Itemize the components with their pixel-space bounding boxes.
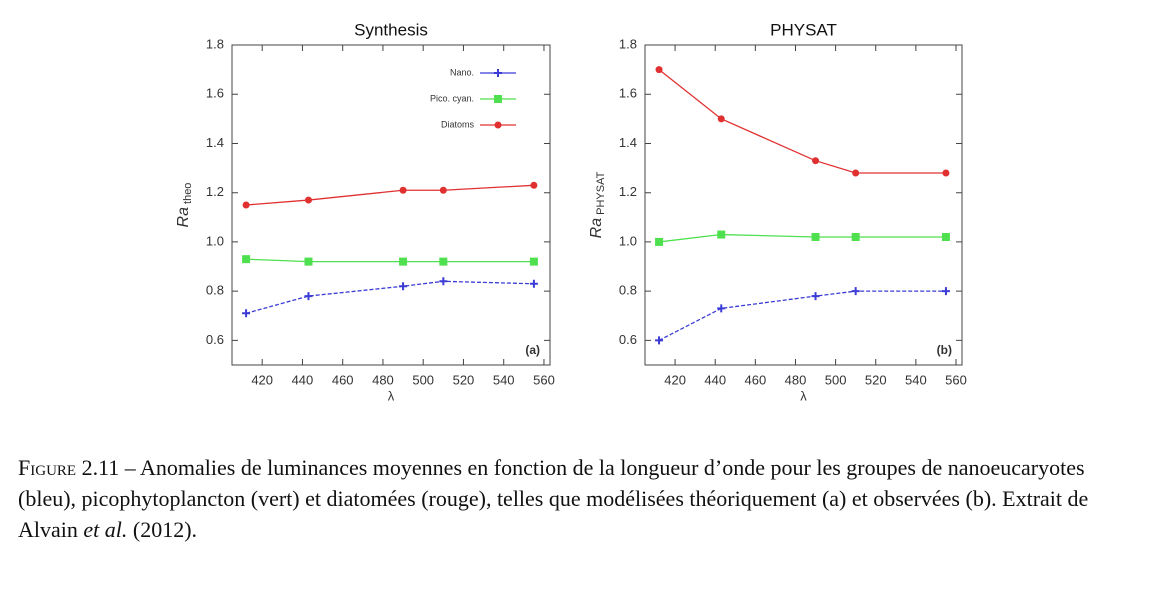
- caption-italic: et al.: [83, 517, 128, 542]
- marker: [439, 257, 448, 266]
- x-tick-label: 500: [825, 372, 847, 387]
- marker: [439, 186, 447, 194]
- marker: [304, 196, 312, 204]
- x-tick-label: 560: [533, 372, 555, 387]
- y-tick-label: 1.4: [619, 135, 637, 150]
- chart-title: Synthesis: [354, 20, 428, 39]
- y-tick-label: 0.6: [619, 332, 637, 347]
- marker: [242, 309, 251, 318]
- marker: [942, 169, 950, 177]
- y-tick-label: 0.8: [619, 283, 637, 298]
- marker: [851, 233, 860, 241]
- marker: [494, 95, 502, 103]
- y-axis-label: Ra theo: [175, 183, 194, 228]
- marker: [655, 336, 664, 345]
- marker: [941, 233, 950, 241]
- y-tick-label: 1.2: [206, 184, 224, 199]
- marker: [812, 157, 820, 165]
- caption: Figure 2.11 – Anomalies de luminances mo…: [18, 452, 1138, 545]
- x-tick-label: 540: [905, 372, 927, 387]
- y-axis-label-sub: PHYSAT: [595, 171, 607, 214]
- legend-label: Diatoms: [441, 119, 475, 129]
- x-tick-label: 440: [292, 372, 314, 387]
- plot-frame: [231, 44, 551, 366]
- panel-label: (a): [525, 343, 540, 357]
- series-line: [246, 258, 534, 263]
- marker: [851, 287, 860, 296]
- x-tick-label: 460: [332, 372, 354, 387]
- x-tick-label: 440: [704, 372, 726, 387]
- marker: [242, 201, 250, 209]
- caption-label: Figure 2.11 –: [18, 455, 136, 480]
- y-tick-label: 0.8: [206, 283, 224, 298]
- y-tick-label: 1.0: [619, 233, 637, 248]
- y-tick-label: 1.2: [619, 184, 637, 199]
- marker: [242, 255, 251, 264]
- y-tick-label: 1.8: [619, 36, 637, 51]
- marker: [304, 257, 313, 266]
- y-tick-label: 1.0: [206, 233, 224, 248]
- y-tick-label: 1.8: [206, 36, 224, 51]
- marker: [494, 69, 502, 77]
- marker: [655, 66, 663, 74]
- y-tick-label: 0.6: [206, 332, 224, 347]
- y-tick-label: 1.6: [619, 86, 637, 101]
- marker: [399, 257, 408, 266]
- series-line: [246, 184, 534, 206]
- series-line: [658, 233, 946, 243]
- marker: [439, 277, 448, 286]
- y-axis-label-main: Ra: [588, 218, 605, 239]
- legend-label: Nano.: [450, 67, 474, 77]
- marker: [304, 292, 313, 301]
- chart-title: PHYSAT: [770, 20, 837, 39]
- caption-text: Anomalies de luminances moyennes en fonc…: [18, 455, 1089, 542]
- x-tick-label: 500: [412, 372, 434, 387]
- x-tick-label: 480: [372, 372, 394, 387]
- y-axis-label-sub: theo: [182, 183, 194, 204]
- series-line: [658, 290, 946, 341]
- marker: [530, 181, 538, 189]
- x-tick-label: 420: [251, 372, 273, 387]
- y-axis-label: Ra PHYSAT: [588, 171, 607, 238]
- marker: [717, 304, 726, 313]
- marker: [941, 287, 950, 296]
- plot-frame: [644, 44, 963, 366]
- x-tick-label: 540: [493, 372, 515, 387]
- marker: [655, 237, 664, 246]
- marker: [399, 186, 407, 194]
- marker: [494, 121, 502, 129]
- marker: [717, 230, 726, 239]
- y-tick-label: 1.6: [206, 86, 224, 101]
- x-tick-label: 480: [785, 372, 807, 387]
- caption-end: (2012).: [127, 517, 198, 542]
- marker: [852, 169, 860, 177]
- panel-label: (b): [937, 343, 952, 357]
- x-tick-label: 520: [865, 372, 887, 387]
- series-line: [658, 69, 946, 174]
- marker: [811, 292, 820, 301]
- y-axis-label-main: Ra: [175, 207, 192, 228]
- legend-label: Pico. cyan.: [430, 93, 474, 103]
- marker: [529, 279, 538, 288]
- marker: [529, 257, 538, 266]
- marker: [811, 233, 820, 241]
- x-tick-label: 520: [453, 372, 475, 387]
- marker: [399, 282, 408, 291]
- x-axis-label: λ: [388, 388, 395, 403]
- x-tick-label: 560: [945, 372, 967, 387]
- y-tick-label: 1.4: [206, 135, 224, 150]
- figure: Synthesis 0.6 0.8 1.0 1.2 1.4 1.6 1.8 420 440 460 4…: [175, 20, 967, 403]
- x-tick-label: 460: [744, 372, 766, 387]
- marker: [717, 115, 725, 123]
- x-axis-label: λ: [800, 388, 807, 403]
- series-line: [245, 280, 534, 314]
- x-tick-label: 420: [664, 372, 686, 387]
